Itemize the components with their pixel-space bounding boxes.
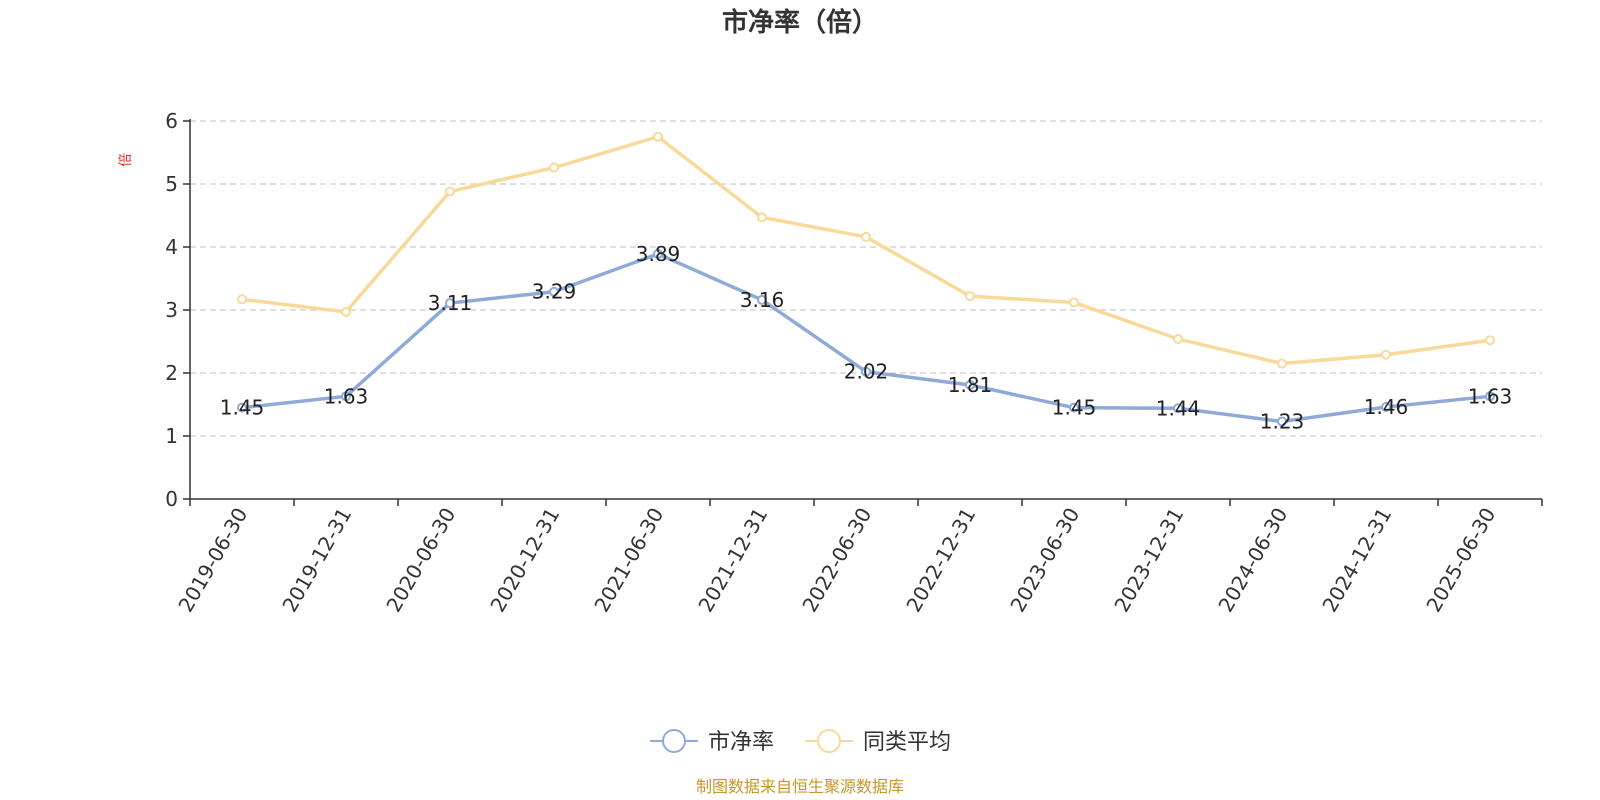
- data-point: [757, 212, 767, 223]
- x-tick-label: 2025-06-30: [1421, 504, 1500, 617]
- x-tick-label: 2020-12-31: [485, 504, 564, 617]
- x-tick-label: 2021-06-30: [589, 504, 668, 617]
- data-point: [653, 131, 663, 142]
- series-layer: [237, 131, 1495, 427]
- data-point: [965, 291, 975, 302]
- data-label: 1.45: [1052, 396, 1097, 420]
- data-point: [1381, 349, 1391, 360]
- x-tick-label: 2021-12-31: [693, 504, 772, 617]
- data-label: 3.11: [428, 291, 473, 315]
- data-point: [1173, 333, 1183, 344]
- x-tick-label: 2024-12-31: [1317, 504, 1396, 617]
- series-line: [240, 135, 1492, 366]
- x-tick-label: 2023-06-30: [1005, 504, 1084, 617]
- data-point: [445, 186, 455, 197]
- y-tick-label: 4: [165, 235, 178, 259]
- y-tick-label: 0: [165, 487, 178, 511]
- data-label: 1.63: [1468, 384, 1513, 408]
- data-point: [965, 379, 975, 390]
- series-line: [240, 252, 1492, 424]
- data-label: 1.23: [1260, 410, 1305, 434]
- legend-item-pb-ratio: 市净率: [650, 729, 774, 755]
- data-labels: 1.45 1.63 3.11 3.29 3.89 3.16 2.02 1.81 1.45 1.44…: [220, 242, 1513, 434]
- data-point: [445, 298, 455, 309]
- data-point: [1277, 358, 1287, 369]
- series-pb-ratio: [237, 248, 1495, 427]
- data-point: [1069, 402, 1079, 413]
- data-label: 1.46: [1364, 395, 1409, 419]
- data-point: [341, 391, 351, 402]
- data-point: [549, 162, 559, 173]
- data-point: [237, 294, 247, 305]
- source-note: 制图数据来自恒生聚源数据库: [696, 777, 904, 796]
- data-point: [757, 294, 767, 305]
- data-point: [1173, 403, 1183, 414]
- legend-label: 同类平均: [863, 730, 951, 755]
- data-point: [1485, 391, 1495, 402]
- y-axis-label: 倍: [118, 153, 134, 167]
- x-tick-label: 2024-06-30: [1213, 504, 1292, 617]
- x-tick-label: 2022-06-30: [797, 504, 876, 617]
- legend-marker: [662, 729, 686, 753]
- data-point: [341, 306, 351, 317]
- y-tick-label: 5: [165, 172, 178, 196]
- x-tick-label: 2022-12-31: [901, 504, 980, 617]
- data-label: 1.81: [948, 373, 993, 397]
- legend-label: 市净率: [708, 730, 774, 755]
- data-point: [1485, 335, 1495, 346]
- y-tick-label: 3: [165, 298, 178, 322]
- legend-item-peer-average: 同类平均: [805, 729, 951, 755]
- series-peer-average: [237, 131, 1495, 369]
- data-label: 1.63: [324, 384, 369, 408]
- legend: 市净率 同类平均: [650, 729, 951, 755]
- data-label: 3.89: [636, 242, 681, 266]
- x-tick-label: 2023-12-31: [1109, 504, 1188, 617]
- y-tick-label: 1: [165, 424, 178, 448]
- legend-marker: [817, 729, 841, 753]
- y-tick-label: 2: [165, 361, 178, 385]
- x-tick-label: 2019-06-30: [173, 504, 252, 617]
- data-label: 1.45: [220, 396, 265, 420]
- data-label: 2.02: [844, 360, 889, 384]
- data-point: [861, 366, 871, 377]
- data-point: [1381, 402, 1391, 413]
- x-tick-label: 2019-12-31: [277, 504, 356, 617]
- data-label: 3.16: [740, 288, 785, 312]
- data-point: [653, 248, 663, 259]
- grid-lines: [190, 120, 1542, 437]
- data-point: [549, 286, 559, 297]
- y-tick-label: 6: [165, 109, 178, 133]
- data-label: 3.29: [532, 280, 577, 304]
- data-label: 1.44: [1156, 396, 1201, 420]
- data-point: [861, 231, 871, 242]
- data-point: [237, 402, 247, 413]
- data-point: [1277, 416, 1287, 427]
- x-tick-label: 2020-06-30: [381, 504, 460, 617]
- data-point: [1069, 297, 1079, 308]
- chart-title: 市净率（倍）: [722, 7, 878, 38]
